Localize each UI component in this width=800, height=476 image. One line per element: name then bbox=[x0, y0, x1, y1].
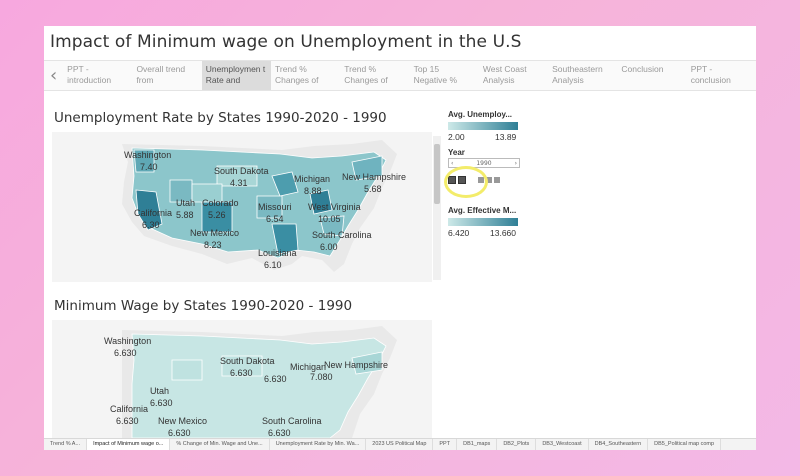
sheet-tab[interactable]: DB5_Political map comp bbox=[648, 439, 722, 450]
label-michigan: Michigan bbox=[290, 362, 326, 372]
label-south-dakota: South Dakota bbox=[220, 356, 275, 366]
legend2-max: 13.660 bbox=[490, 228, 516, 238]
label-michigan: Michigan bbox=[294, 174, 330, 184]
minimum-wage-map-svg: Washington 6.630 South Dakota 6.630 Mich… bbox=[52, 320, 432, 438]
year-filter-title: Year bbox=[448, 148, 465, 157]
unemployment-map-svg: Washington 7.40 South Dakota 4.31 Michig… bbox=[52, 132, 432, 282]
story-tab-trend-changes-2[interactable]: Trend % Changes of bbox=[344, 64, 388, 85]
value-louisiana: 6.10 bbox=[264, 260, 282, 270]
label-new-hampshire: New Hampshire bbox=[342, 172, 406, 182]
value-south-dakota: 4.31 bbox=[230, 178, 248, 188]
label-south-carolina: South Carolina bbox=[262, 416, 322, 426]
sheet1-scrollbar[interactable] bbox=[433, 136, 441, 280]
value-michigan: 6.630 bbox=[264, 374, 287, 384]
value-missouri: 6.54 bbox=[266, 214, 284, 224]
label-new-mexico: New Mexico bbox=[190, 228, 239, 238]
sheet-tab-active[interactable]: Impact of Minimum wage o... bbox=[87, 439, 171, 450]
value-new-hampshire: 7.080 bbox=[310, 372, 333, 382]
value-california: 6.630 bbox=[116, 416, 139, 426]
sheet-tab[interactable]: DB4_Southeastern bbox=[589, 439, 649, 450]
value-washington: 6.630 bbox=[114, 348, 137, 358]
story-tab-conclusion[interactable]: Conclusion bbox=[621, 64, 664, 74]
unemployment-map[interactable]: Washington 7.40 South Dakota 4.31 Michig… bbox=[52, 132, 432, 282]
value-colorado: 5.26 bbox=[208, 210, 226, 220]
value-california: 6.30 bbox=[142, 220, 160, 230]
label-louisiana: Louisiana bbox=[258, 248, 297, 258]
chevron-left-icon[interactable]: ‹ bbox=[451, 159, 454, 167]
wage-state-labels: Washington 6.630 South Dakota 6.630 Mich… bbox=[104, 336, 388, 438]
label-new-mexico: New Mexico bbox=[158, 416, 207, 426]
speed-medium-icon[interactable] bbox=[486, 177, 492, 183]
story-tab-trend-changes-1[interactable]: Trend % Changes of bbox=[275, 64, 319, 85]
value-new-mexico: 8.23 bbox=[204, 240, 222, 250]
story-tab-west-coast[interactable]: West Coast Analysis bbox=[482, 64, 527, 85]
label-utah: Utah bbox=[176, 198, 195, 208]
label-washington: Washington bbox=[104, 336, 151, 346]
story-navigator: ‹ PPT - introduction Overall trend from … bbox=[44, 60, 756, 91]
story-tab-ppt-conclusion[interactable]: PPT - conclusion bbox=[690, 64, 731, 85]
year-value: 1990 bbox=[476, 159, 492, 167]
value-new-mexico: 6.630 bbox=[168, 428, 191, 438]
story-tab-ppt-introduction[interactable]: PPT - introduction bbox=[67, 64, 112, 85]
sheet1-title: Unemployment Rate by States 1990-2020 - … bbox=[54, 110, 387, 126]
sheet-tab-bar: Trend % A... Impact of Minimum wage o...… bbox=[44, 438, 756, 450]
label-california: California bbox=[134, 208, 172, 218]
sheet-tab[interactable]: Trend % A... bbox=[44, 439, 88, 450]
story-tab-unemployment-rate[interactable]: Unemploymen t Rate and bbox=[201, 61, 271, 90]
minimum-wage-map[interactable]: Washington 6.630 South Dakota 6.630 Mich… bbox=[52, 320, 432, 438]
value-washington: 7.40 bbox=[140, 162, 158, 172]
cursor-highlight bbox=[444, 166, 488, 198]
label-california: California bbox=[110, 404, 148, 414]
speed-fast-icon[interactable] bbox=[494, 177, 500, 183]
sheet-tab[interactable]: Unemployment Rate by Min. Wa... bbox=[270, 439, 367, 450]
value-south-carolina: 6.00 bbox=[320, 242, 338, 252]
dashboard-title: Impact of Minimum wage on Unemployment i… bbox=[50, 32, 522, 52]
value-west-virginia: 10.05 bbox=[318, 214, 341, 224]
legend2-min: 6.420 bbox=[448, 228, 470, 238]
legend1-title: Avg. Unemploy... bbox=[448, 110, 513, 119]
value-south-carolina: 6.630 bbox=[268, 428, 291, 438]
chevron-left-icon[interactable]: ‹ bbox=[49, 65, 58, 86]
sheet2-title: Minimum Wage by States 1990-2020 - 1990 bbox=[54, 298, 353, 314]
story-tab-top-15-negative[interactable]: Top 15 Negative % bbox=[413, 64, 458, 85]
legend2-color-ramp bbox=[448, 218, 518, 226]
legend1-min: 2.00 bbox=[448, 132, 465, 142]
sheet-tab[interactable]: DB2_Plots bbox=[497, 439, 537, 450]
value-utah: 5.88 bbox=[176, 210, 194, 220]
label-new-hampshire: New Hampshire bbox=[324, 360, 388, 370]
legend1-color-ramp bbox=[448, 122, 518, 130]
sheet-tab[interactable]: PPT bbox=[433, 439, 458, 450]
chevron-right-icon[interactable]: › bbox=[514, 159, 517, 167]
label-south-dakota: South Dakota bbox=[214, 166, 269, 176]
story-tab-overall-trend[interactable]: Overall trend from bbox=[136, 64, 186, 85]
legend2-title: Avg. Effective M... bbox=[448, 206, 517, 215]
story-tab-southeastern[interactable]: Southeastern Analysis bbox=[552, 64, 603, 85]
value-michigan: 8.88 bbox=[304, 186, 322, 196]
label-south-carolina: South Carolina bbox=[312, 230, 372, 240]
scroll-thumb[interactable] bbox=[434, 144, 440, 204]
value-utah: 6.630 bbox=[150, 398, 173, 408]
value-south-dakota: 6.630 bbox=[230, 368, 253, 378]
dashboard-window: Impact of Minimum wage on Unemployment i… bbox=[44, 26, 756, 450]
unemployment-state-labels: Washington 7.40 South Dakota 4.31 Michig… bbox=[124, 150, 406, 270]
label-washington: Washington bbox=[124, 150, 171, 160]
label-colorado: Colorado bbox=[202, 198, 239, 208]
label-west-virginia: West Virginia bbox=[308, 202, 361, 212]
sheet-tab[interactable]: % Change of Min. Wage and Une... bbox=[170, 439, 270, 450]
sheet-tab[interactable]: 2023 US Political Map bbox=[366, 439, 434, 450]
sheet-tab[interactable]: DB3_Westcoast bbox=[536, 439, 589, 450]
year-slider[interactable]: ‹ 1990 › bbox=[448, 158, 520, 168]
legend1-max: 13.89 bbox=[495, 132, 517, 142]
sheet-tab[interactable]: DB1_maps bbox=[457, 439, 498, 450]
value-new-hampshire: 5.68 bbox=[364, 184, 382, 194]
label-utah: Utah bbox=[150, 386, 169, 396]
label-missouri: Missouri bbox=[258, 202, 292, 212]
